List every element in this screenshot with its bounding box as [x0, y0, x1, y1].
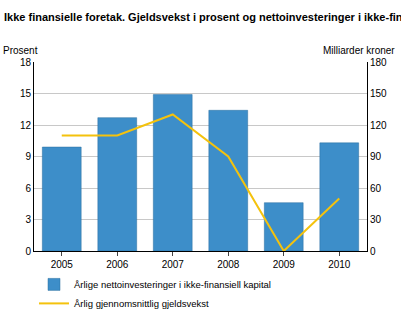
svg-text:Årlige nettoinvesteringer i ik: Årlige nettoinvesteringer i ikke-finansi… — [74, 279, 271, 290]
svg-text:120: 120 — [370, 120, 387, 131]
svg-text:15: 15 — [20, 88, 32, 99]
svg-text:18: 18 — [20, 57, 32, 68]
svg-text:180: 180 — [370, 57, 387, 68]
svg-text:0: 0 — [25, 246, 31, 257]
svg-text:2005: 2005 — [51, 259, 74, 270]
svg-text:2006: 2006 — [106, 259, 129, 270]
svg-text:Ikke finansielle foretak. Gjel: Ikke finansielle foretak. Gjeldsvekst i … — [4, 11, 401, 23]
svg-text:6: 6 — [25, 183, 31, 194]
svg-text:0: 0 — [370, 246, 376, 257]
svg-text:2008: 2008 — [217, 259, 240, 270]
svg-text:12: 12 — [20, 120, 32, 131]
svg-text:Milliarder kroner: Milliarder kroner — [323, 45, 395, 56]
svg-text:150: 150 — [370, 88, 387, 99]
svg-text:Prosent: Prosent — [3, 45, 38, 56]
svg-text:9: 9 — [25, 151, 31, 162]
svg-text:2009: 2009 — [273, 259, 296, 270]
svg-text:2010: 2010 — [328, 259, 351, 270]
svg-text:3: 3 — [25, 214, 31, 225]
svg-text:90: 90 — [370, 151, 382, 162]
svg-text:30: 30 — [370, 214, 382, 225]
svg-text:Årlig gjennomsnittlig gjeldsve: Årlig gjennomsnittlig gjeldsvekst — [74, 298, 209, 309]
svg-text:2007: 2007 — [162, 259, 185, 270]
svg-text:60: 60 — [370, 183, 382, 194]
